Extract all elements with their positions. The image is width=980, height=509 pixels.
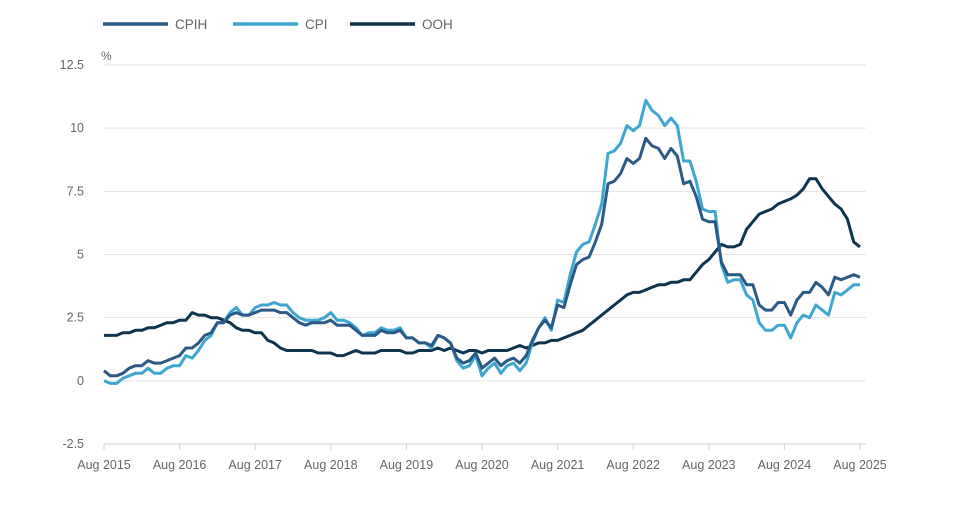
x-tick-label: Aug 2023 <box>682 458 736 472</box>
y-tick-label: 12.5 <box>60 58 84 72</box>
y-tick-label: 0 <box>77 374 84 388</box>
legend-label-cpih: CPIH <box>175 17 207 32</box>
y-tick-label: 2.5 <box>67 311 84 325</box>
x-tick-label: Aug 2018 <box>304 458 358 472</box>
legend-label-cpi: CPI <box>305 17 328 32</box>
y-tick-label: -2.5 <box>62 437 84 451</box>
legend-label-ooh: OOH <box>422 17 453 32</box>
gridlines <box>104 64 866 382</box>
y-tick-label: 7.5 <box>67 184 84 198</box>
x-tick-label: Aug 2024 <box>758 458 812 472</box>
x-tick-label: Aug 2016 <box>153 458 207 472</box>
y-axis-label: % <box>101 49 112 63</box>
y-tick-label: 5 <box>77 248 84 262</box>
y-tick-label: 10 <box>70 121 84 135</box>
x-tick-label: Aug 2022 <box>606 458 660 472</box>
x-tick-label: Aug 2021 <box>531 458 585 472</box>
legend: CPIH CPI OOH <box>103 17 453 32</box>
x-axis: Aug 2015 Aug 2016 Aug 2017 Aug 2018 Aug 2019… <box>77 443 887 472</box>
y-axis: -2.5 0 2.5 5 7.5 10 12.5 <box>60 58 84 451</box>
x-tick-label: Aug 2019 <box>380 458 434 472</box>
x-tick-label: Aug 2017 <box>228 458 282 472</box>
x-tick-label: Aug 2020 <box>455 458 509 472</box>
series-lines <box>103 98 861 385</box>
series-line-cpih <box>103 136 861 378</box>
x-tick-label: Aug 2015 <box>77 458 131 472</box>
series-line-ooh <box>104 177 861 358</box>
x-tick-label: Aug 2025 <box>833 458 887 472</box>
series-line-cpi <box>103 98 860 385</box>
